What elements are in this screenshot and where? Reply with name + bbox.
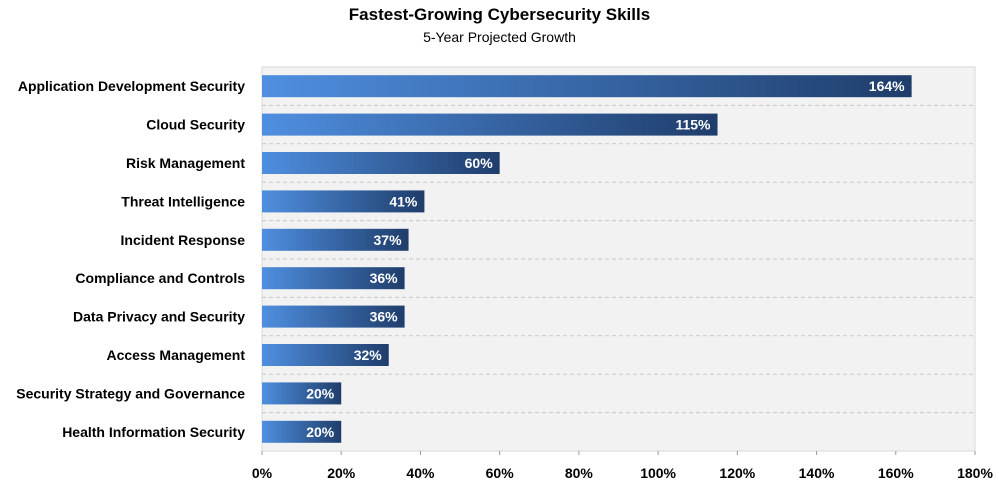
- category-label: Security Strategy and Governance: [16, 385, 245, 401]
- bar-value-label: 37%: [374, 232, 403, 248]
- bar: [262, 267, 405, 290]
- x-tick-label: 140%: [799, 465, 835, 481]
- category-label: Health Information Security: [62, 424, 245, 440]
- category-label: Application Development Security: [18, 78, 245, 94]
- chart-title: Fastest-Growing Cybersecurity Skills: [348, 5, 651, 24]
- x-tick-label: 40%: [406, 465, 435, 481]
- bar-value-label: 20%: [306, 424, 335, 440]
- bar: [262, 152, 500, 174]
- category-label: Compliance and Controls: [75, 270, 245, 286]
- bar: [262, 75, 912, 98]
- category-label: Access Management: [106, 347, 245, 363]
- bar: [262, 344, 389, 366]
- bar-value-label: 164%: [869, 78, 905, 94]
- category-label: Cloud Security: [146, 117, 245, 133]
- x-tick-label: 160%: [878, 465, 914, 481]
- bar-value-label: 41%: [389, 193, 418, 209]
- bar: [262, 305, 405, 328]
- x-tick-label: 20%: [327, 465, 356, 481]
- x-tick-label: 0%: [252, 465, 273, 481]
- category-label: Data Privacy and Security: [73, 309, 245, 325]
- bar: [262, 420, 342, 443]
- chart-subtitle: 5-Year Projected Growth: [423, 29, 576, 45]
- bar: [262, 190, 425, 213]
- category-label: Incident Response: [121, 232, 246, 248]
- bar-value-label: 20%: [306, 385, 335, 401]
- bar-value-label: 32%: [354, 347, 383, 363]
- bar-value-label: 36%: [370, 270, 399, 286]
- x-tick-label: 60%: [486, 465, 515, 481]
- x-tick-label: 120%: [719, 465, 755, 481]
- x-tick-label: 100%: [640, 465, 676, 481]
- bar: [262, 228, 409, 251]
- x-tick-label: 80%: [565, 465, 594, 481]
- x-tick-label: 180%: [957, 465, 993, 481]
- bar: [262, 113, 718, 136]
- bar: [262, 382, 342, 405]
- category-label: Risk Management: [126, 155, 245, 171]
- category-label: Threat Intelligence: [121, 193, 245, 209]
- bar-value-label: 115%: [675, 117, 711, 133]
- bar-value-label: 36%: [370, 309, 399, 325]
- bar-value-label: 60%: [465, 155, 494, 171]
